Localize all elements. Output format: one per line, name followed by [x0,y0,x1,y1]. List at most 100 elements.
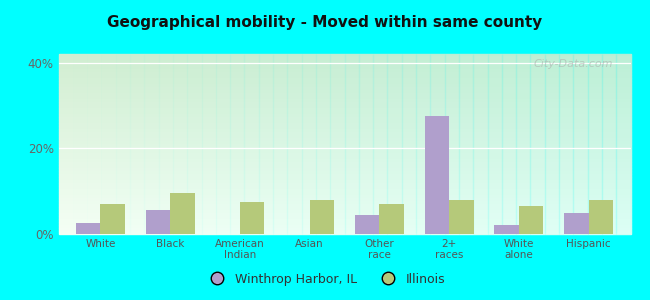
Bar [58,150,630,153]
Bar [473,54,488,234]
Bar [430,54,445,234]
Bar [58,126,630,129]
Bar [58,81,630,84]
Bar [58,84,630,87]
Bar [58,102,630,105]
Bar [173,54,187,234]
Bar [58,72,630,75]
Bar [58,174,630,177]
Bar [58,99,630,102]
Bar [58,228,630,231]
Bar [58,123,630,126]
Bar [130,54,144,234]
Bar [588,54,602,234]
Bar [58,177,630,180]
Bar [516,54,530,234]
Bar [58,189,630,192]
Bar [76,223,100,234]
Bar [259,54,273,234]
Bar [58,66,630,69]
Bar [73,54,87,234]
Bar [58,219,630,222]
Bar [116,54,130,234]
Bar [58,144,630,147]
Bar [602,54,616,234]
Bar [58,132,630,135]
Bar [58,171,630,174]
Bar [58,213,630,216]
Bar [449,200,474,234]
Bar [58,129,630,132]
Bar [58,168,630,171]
Bar [488,54,502,234]
Bar [519,206,543,234]
Bar [387,54,402,234]
Bar [58,93,630,96]
Bar [58,105,630,108]
Bar [302,54,316,234]
Bar [424,116,449,234]
Bar [58,87,630,90]
Bar [58,96,630,99]
Bar [58,192,630,195]
Bar [58,231,630,234]
Bar [58,180,630,183]
Bar [58,183,630,186]
Bar [616,54,630,234]
Bar [58,204,630,207]
Bar [58,195,630,198]
Bar [202,54,216,234]
Bar [159,54,173,234]
Bar [58,201,630,204]
Bar [58,138,630,141]
Bar [373,54,387,234]
Bar [402,54,416,234]
Bar [58,156,630,159]
Bar [58,165,630,168]
Bar [58,216,630,219]
Bar [530,54,545,234]
Bar [244,54,259,234]
Bar [146,210,170,234]
Bar [58,120,630,123]
Bar [58,222,630,225]
Bar [459,54,473,234]
Text: Geographical mobility - Moved within same county: Geographical mobility - Moved within sam… [107,15,543,30]
Bar [58,198,630,201]
Bar [287,54,302,234]
Bar [495,225,519,234]
Bar [58,75,630,78]
Bar [58,54,73,234]
Bar [58,159,630,162]
Bar [58,207,630,210]
Bar [355,215,380,234]
Bar [216,54,230,234]
Bar [144,54,159,234]
Bar [58,108,630,111]
Bar [573,54,588,234]
Bar [564,213,589,234]
Bar [273,54,287,234]
Bar [502,54,516,234]
Bar [58,111,630,114]
Bar [58,141,630,144]
Bar [87,54,101,234]
Bar [58,69,630,72]
Bar [58,117,630,120]
Bar [309,200,334,234]
Bar [344,54,359,234]
Bar [58,135,630,138]
Bar [170,193,194,234]
Bar [559,54,573,234]
Bar [359,54,373,234]
Bar [100,204,125,234]
Bar [330,54,344,234]
Bar [58,225,630,228]
Bar [101,54,116,234]
Bar [58,114,630,117]
Bar [416,54,430,234]
Bar [230,54,244,234]
Bar [58,186,630,189]
Bar [380,204,404,234]
Bar [187,54,202,234]
